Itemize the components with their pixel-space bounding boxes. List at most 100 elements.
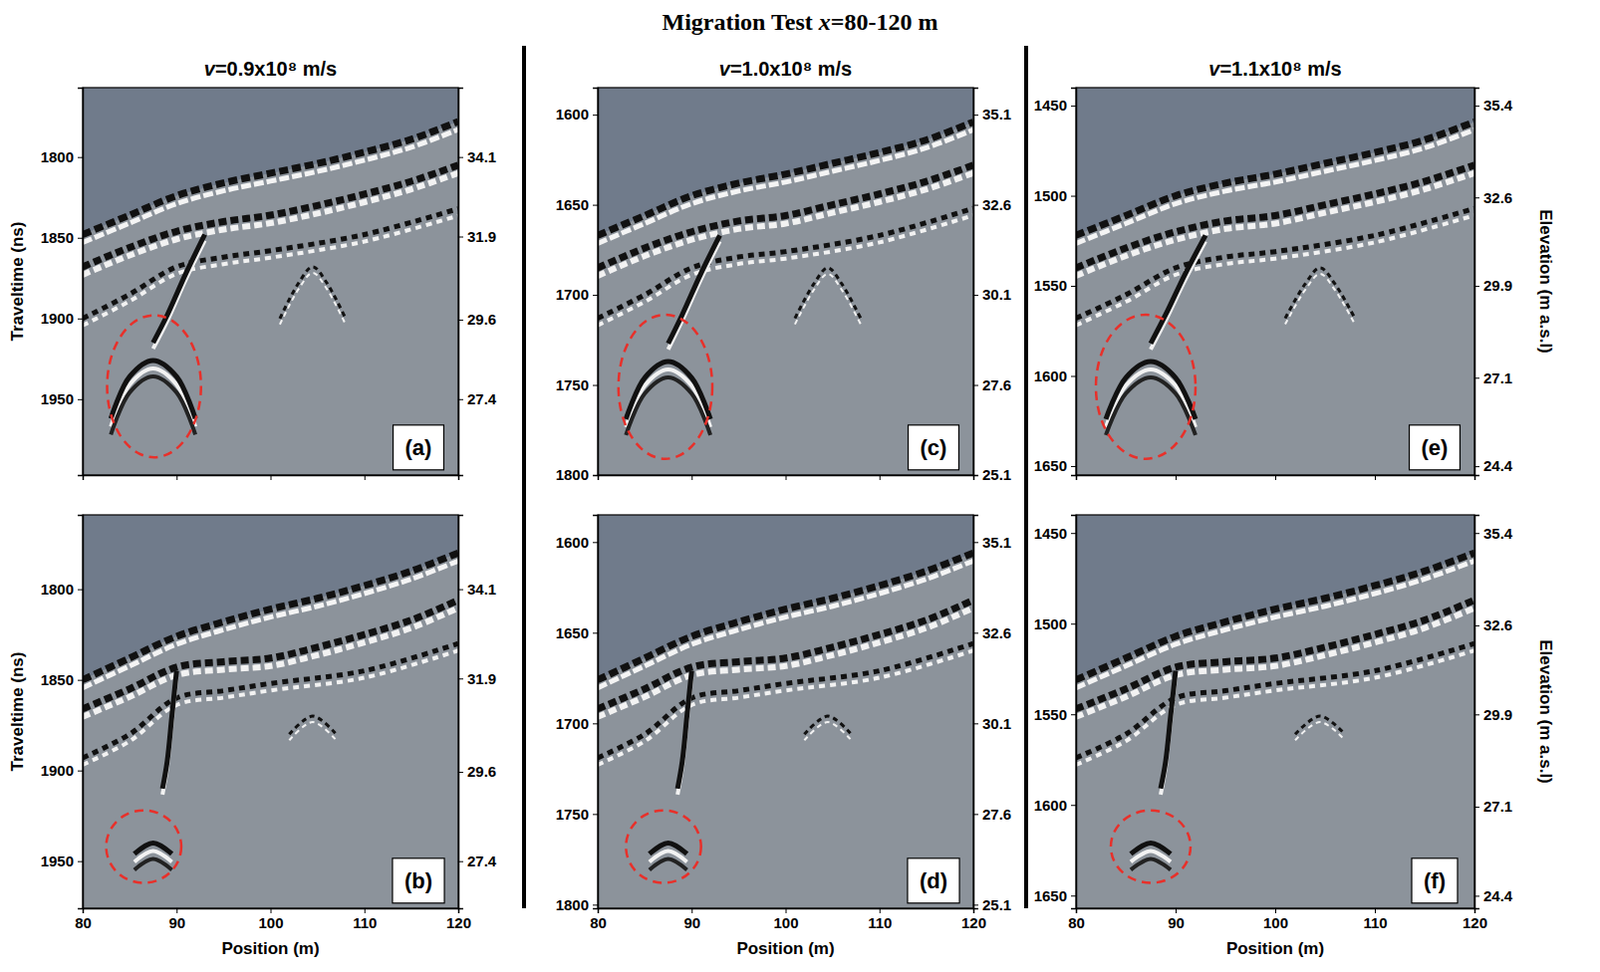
tick-mark xyxy=(1474,806,1480,808)
tick-mark xyxy=(77,157,83,159)
tick-label: 35.4 xyxy=(1483,525,1514,542)
tick: 1450 xyxy=(1034,96,1076,114)
tick-mark xyxy=(1474,377,1480,379)
tick: 24.4 xyxy=(1474,887,1514,905)
tick: 24.4 xyxy=(1474,457,1514,475)
tick-mark xyxy=(1474,475,1476,481)
tick-label: 1850 xyxy=(40,229,74,247)
plot-background xyxy=(1075,87,1475,476)
panel-label-frame xyxy=(1411,858,1458,904)
axis: 35.432.629.927.124.4 xyxy=(1474,88,1514,477)
air-zone xyxy=(597,87,974,236)
tick: 1450 xyxy=(1034,525,1076,542)
tick-label: 30.1 xyxy=(982,285,1012,303)
tick-mark xyxy=(597,908,599,914)
axis-line xyxy=(592,516,599,910)
tick-mark xyxy=(458,678,464,680)
plot-background xyxy=(597,87,974,476)
tick-label: 120 xyxy=(1462,914,1488,932)
tick-mark xyxy=(458,319,464,321)
tick-label: 35.1 xyxy=(982,105,1012,123)
tick: 120 xyxy=(1462,908,1488,932)
tick xyxy=(691,475,693,481)
tick: 100 xyxy=(773,908,799,932)
tick: 1750 xyxy=(555,805,598,823)
panel: 1450150015501600165035.432.629.927.124.4… xyxy=(1034,87,1556,481)
highlight-circle xyxy=(106,810,182,884)
tick-mark xyxy=(1075,475,1077,481)
tick-mark xyxy=(77,399,83,401)
tick-mark xyxy=(458,157,464,159)
reflector xyxy=(82,643,459,759)
panel-label-box: (c) xyxy=(908,425,960,471)
tick: 110 xyxy=(352,908,377,932)
tick-mark xyxy=(592,541,598,543)
tick-mark xyxy=(973,541,979,543)
reflector xyxy=(625,361,711,420)
plot-frame xyxy=(1075,87,1475,476)
axis: 8090100110120 xyxy=(74,908,472,932)
plot-frame xyxy=(597,515,974,909)
axis-title: Elevation (m a.s.l) xyxy=(1536,209,1556,354)
reflector xyxy=(1130,842,1171,854)
tick-label: 1600 xyxy=(555,105,589,123)
highlight-circle xyxy=(107,315,202,459)
axis-line xyxy=(83,909,460,915)
tick-mark xyxy=(270,908,272,914)
axis xyxy=(598,475,975,481)
tick-mark xyxy=(973,205,979,207)
tick xyxy=(458,475,460,481)
tick xyxy=(1275,475,1277,481)
tick-mark xyxy=(879,908,881,914)
plot-area xyxy=(597,87,974,476)
plot-frame xyxy=(597,87,974,476)
reflector xyxy=(82,209,459,319)
tick: 1600 xyxy=(555,533,598,551)
tick: 1650 xyxy=(555,196,598,214)
panel-label-box: (f) xyxy=(1411,858,1458,904)
tick-label: 32.6 xyxy=(1483,189,1513,207)
tick-label: 80 xyxy=(1067,914,1085,932)
tick-label: 29.6 xyxy=(467,310,497,328)
panel: 1450150015501600165035.432.629.927.124.4… xyxy=(1034,515,1556,959)
tick: 80 xyxy=(1067,908,1085,932)
axis: 14501500155016001650 xyxy=(1034,88,1077,477)
tick-label: 1700 xyxy=(555,715,589,733)
plot-area xyxy=(82,87,459,476)
tick: 1700 xyxy=(555,715,598,733)
axis-line xyxy=(459,88,465,477)
plot-background xyxy=(82,515,459,909)
plot-area xyxy=(1075,515,1475,909)
panel-label-frame xyxy=(907,858,960,904)
tick-label: 1750 xyxy=(555,805,589,823)
axis-title: Traveltime (ns) xyxy=(7,222,27,342)
axis: 1800185019001950 xyxy=(40,516,84,910)
tick-label: 34.1 xyxy=(467,148,497,166)
reflector xyxy=(288,716,336,735)
tick-mark xyxy=(1275,908,1277,914)
tick: 35.4 xyxy=(1474,525,1514,542)
tick-mark xyxy=(1275,475,1277,481)
air-zone xyxy=(1075,87,1475,236)
tick-label: 80 xyxy=(74,914,92,932)
tick-label: 1650 xyxy=(1034,457,1067,475)
tick-label: 24.4 xyxy=(1483,457,1514,475)
axis: 35.432.629.927.124.4 xyxy=(1474,516,1514,910)
reflector xyxy=(1105,361,1196,420)
tick: 80 xyxy=(589,908,607,932)
axis: 35.132.630.127.625.1 xyxy=(973,88,1012,485)
tick: 35.4 xyxy=(1474,96,1514,114)
tick-mark xyxy=(176,908,178,914)
reflector-highlight xyxy=(1150,241,1206,350)
panel-label-frame xyxy=(392,858,445,904)
tick-label: 1900 xyxy=(40,309,74,327)
surface-highlight xyxy=(1075,560,1475,688)
axis-title: Position (m) xyxy=(736,939,834,959)
tick-label: 31.9 xyxy=(467,228,497,246)
tick-label: 27.4 xyxy=(467,390,498,408)
highlight-circle xyxy=(625,810,701,884)
tick: 90 xyxy=(1167,908,1185,932)
axis-line xyxy=(83,476,460,482)
tick-mark xyxy=(1474,714,1480,716)
axis-title: Position (m) xyxy=(221,939,319,959)
